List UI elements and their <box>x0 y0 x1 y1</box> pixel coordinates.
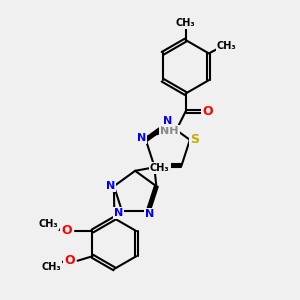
Text: O: O <box>202 105 213 118</box>
Text: N: N <box>114 208 123 218</box>
Text: O: O <box>61 224 72 238</box>
Text: O: O <box>64 254 75 267</box>
Text: N: N <box>106 181 115 191</box>
Text: CH₃: CH₃ <box>38 220 58 230</box>
Text: N: N <box>145 209 154 219</box>
Text: CH₃: CH₃ <box>176 18 196 28</box>
Text: N: N <box>137 134 146 143</box>
Text: CH₃: CH₃ <box>217 41 236 51</box>
Text: CH₃: CH₃ <box>41 262 61 272</box>
Text: N: N <box>163 116 172 126</box>
Text: NH: NH <box>160 126 178 136</box>
Text: S: S <box>190 134 199 146</box>
Text: CH₃: CH₃ <box>150 163 170 173</box>
